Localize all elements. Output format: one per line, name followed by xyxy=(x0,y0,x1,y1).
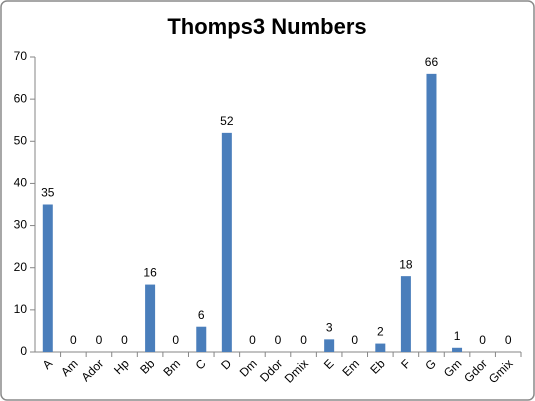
bar xyxy=(375,343,386,352)
data-label: 3 xyxy=(326,321,333,335)
data-label: 6 xyxy=(198,308,205,322)
bar xyxy=(324,339,335,352)
data-label: 0 xyxy=(172,333,179,347)
data-label: 35 xyxy=(41,186,55,200)
bar xyxy=(452,347,463,352)
y-tick-label: 70 xyxy=(14,49,28,63)
data-label: 0 xyxy=(351,333,358,347)
data-label: 0 xyxy=(96,333,103,347)
y-tick-label: 30 xyxy=(14,218,28,232)
bar xyxy=(221,132,232,352)
y-tick-label: 60 xyxy=(14,91,28,105)
y-tick-label: 40 xyxy=(14,176,28,190)
data-label: 52 xyxy=(220,114,234,128)
y-tick-label: 50 xyxy=(14,133,28,147)
data-label: 0 xyxy=(249,333,256,347)
bar xyxy=(400,276,411,352)
data-label: 0 xyxy=(121,333,128,347)
data-label: 0 xyxy=(300,333,307,347)
bar xyxy=(42,204,53,352)
y-tick-label: 10 xyxy=(14,302,28,316)
data-label: 1 xyxy=(454,329,461,343)
data-label: 0 xyxy=(275,333,282,347)
data-label: 0 xyxy=(479,333,486,347)
chart-title: Thomps3 Numbers xyxy=(167,14,366,39)
data-label: 0 xyxy=(70,333,77,347)
bar xyxy=(426,73,437,352)
y-tick-label: 20 xyxy=(14,260,28,274)
data-label: 2 xyxy=(377,325,384,339)
bar xyxy=(196,326,207,352)
data-label: 16 xyxy=(143,266,157,280)
data-label: 18 xyxy=(399,257,413,271)
data-label: 0 xyxy=(505,333,512,347)
bar xyxy=(145,284,156,352)
y-tick-label: 0 xyxy=(20,344,27,358)
data-label: 66 xyxy=(425,55,439,69)
